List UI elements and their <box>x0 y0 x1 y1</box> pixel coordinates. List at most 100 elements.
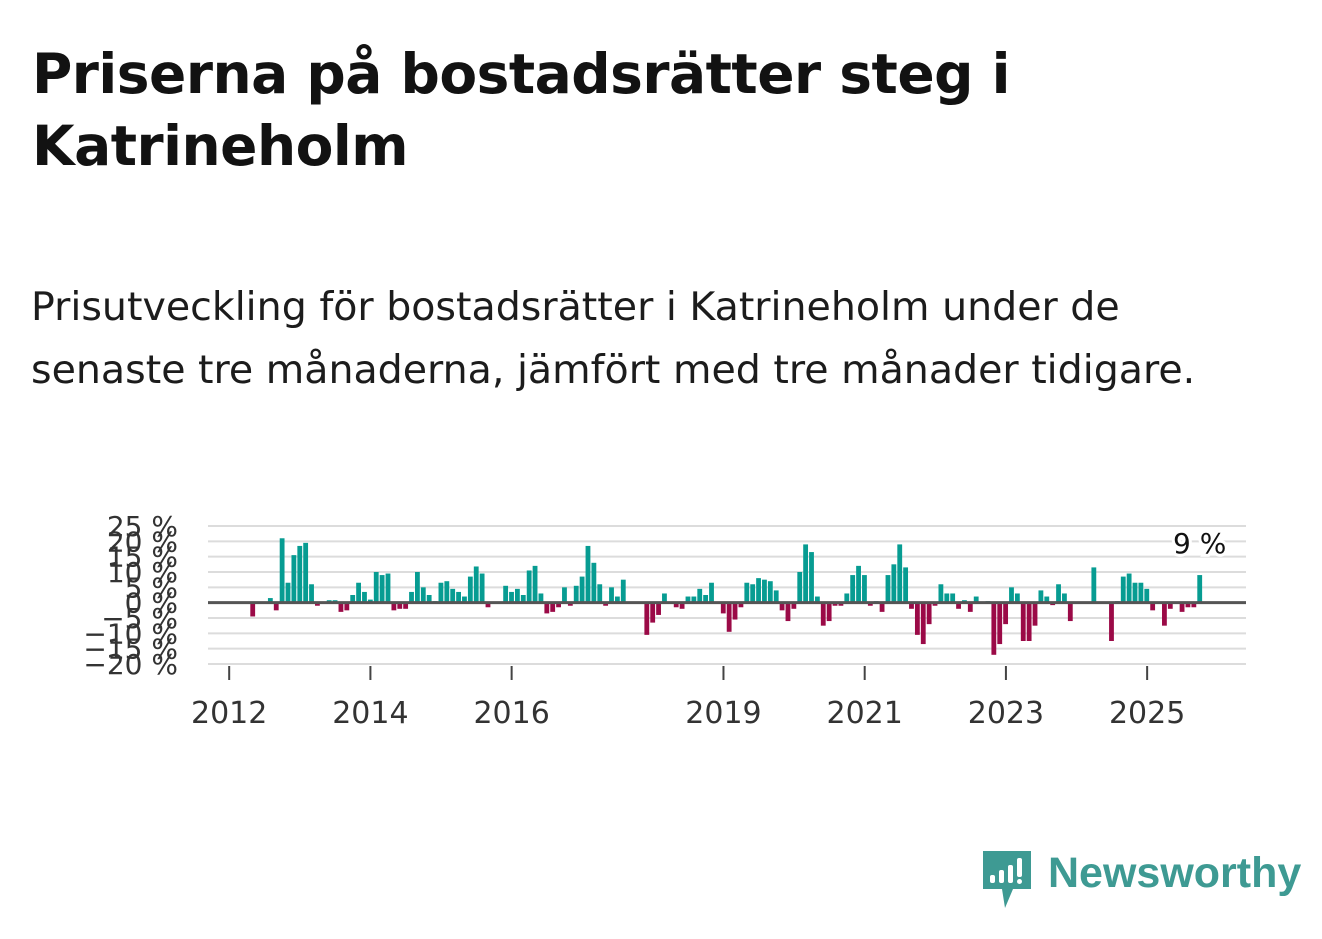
bar <box>879 602 885 612</box>
bar <box>250 602 256 617</box>
bar <box>1067 602 1073 622</box>
bar <box>462 596 467 603</box>
bar-latest <box>1197 575 1203 603</box>
bar <box>703 595 709 603</box>
bar <box>556 602 561 608</box>
bar <box>909 602 914 609</box>
bar <box>920 602 926 645</box>
y-tick-label: −15 % <box>83 633 178 666</box>
bar <box>1109 602 1114 641</box>
bar <box>562 587 567 603</box>
bar <box>797 572 803 603</box>
bar <box>338 602 344 612</box>
bars <box>208 538 1246 655</box>
bar <box>891 564 897 603</box>
bar <box>950 593 956 603</box>
bar <box>603 602 609 606</box>
bar <box>762 579 767 603</box>
bar <box>850 575 856 603</box>
bar <box>1144 588 1150 603</box>
bar <box>785 602 791 622</box>
bar <box>273 602 279 611</box>
x-tick-label: 2025 <box>1109 696 1185 731</box>
bar <box>897 544 903 603</box>
bar <box>267 598 273 603</box>
y-tick-label: 5 % <box>125 571 178 604</box>
bar <box>479 573 485 603</box>
bar <box>1185 602 1191 608</box>
bar <box>362 591 367 603</box>
bar <box>567 602 573 606</box>
bar <box>1132 582 1138 603</box>
bar <box>409 591 414 603</box>
bar-chart: 25 %20 %15 %10 %5 %0 %−5 %−10 %−15 %−20 … <box>83 510 1246 731</box>
bar <box>1038 590 1044 603</box>
y-tick-label: 20 % <box>107 525 178 558</box>
bar <box>650 602 656 623</box>
bar <box>697 588 703 603</box>
bar <box>438 582 444 603</box>
bar <box>315 602 320 606</box>
bar <box>826 602 832 622</box>
bar <box>514 588 520 603</box>
x-axis: 2012 2014 2016 2019 2021 2023 2025 <box>191 666 1185 731</box>
y-tick-label: −20 % <box>83 648 178 681</box>
x-tick-label: 2012 <box>191 696 267 731</box>
bar <box>803 544 809 603</box>
bar <box>1003 602 1009 625</box>
bar <box>867 602 873 606</box>
bar <box>773 590 779 603</box>
bar <box>473 566 479 603</box>
bar <box>532 565 538 603</box>
bar <box>391 602 397 611</box>
y-tick-label: 0 % <box>125 587 178 620</box>
bar <box>503 585 509 603</box>
bar <box>620 579 626 603</box>
bar <box>1032 602 1038 626</box>
bar <box>844 593 850 603</box>
y-tick-label: −10 % <box>83 617 178 650</box>
bar <box>656 602 661 615</box>
bar <box>1126 573 1132 603</box>
bar <box>309 584 314 603</box>
bar <box>791 602 797 609</box>
bar <box>403 602 409 609</box>
bar <box>1009 587 1014 603</box>
bar <box>1179 602 1185 612</box>
bar <box>738 602 744 608</box>
bar <box>1162 602 1167 626</box>
bar <box>832 602 838 606</box>
bar <box>544 602 550 614</box>
bar <box>356 582 361 603</box>
bar <box>1062 593 1067 603</box>
bar <box>973 596 979 603</box>
latest-value-label: 9 % <box>1173 527 1226 560</box>
y-tick-label: 25 % <box>107 510 178 543</box>
newsworthy-logo-icon <box>983 851 1031 908</box>
bar <box>756 578 761 603</box>
bar <box>856 565 861 603</box>
bar <box>685 596 691 603</box>
bar <box>750 584 756 603</box>
bar <box>720 602 726 614</box>
bar <box>538 593 544 603</box>
bar <box>1167 602 1173 609</box>
bar <box>673 602 679 608</box>
bar <box>885 575 891 603</box>
bar <box>644 602 650 635</box>
bar <box>385 573 391 603</box>
bar <box>914 602 920 635</box>
bar <box>1020 602 1026 641</box>
bar <box>679 602 685 609</box>
bar <box>932 602 938 606</box>
y-tick-label: 10 % <box>107 556 178 589</box>
bar <box>303 542 309 603</box>
bar <box>662 593 667 603</box>
bar <box>1026 602 1032 641</box>
bar <box>379 575 385 603</box>
bar <box>991 602 997 655</box>
bar <box>691 596 697 603</box>
bar <box>838 602 844 606</box>
bar <box>1120 576 1126 603</box>
bar <box>809 552 814 603</box>
